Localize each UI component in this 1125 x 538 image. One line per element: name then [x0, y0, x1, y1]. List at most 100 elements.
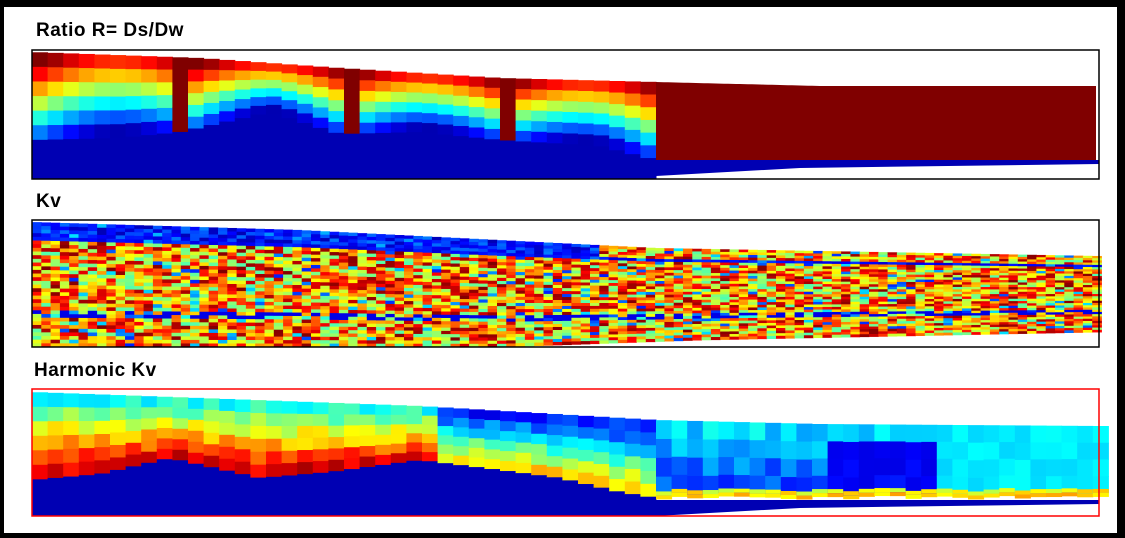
- harmonic-cell: [749, 493, 766, 498]
- ratio-cell: [453, 126, 470, 137]
- kv-cell: [87, 336, 98, 341]
- kv-cell: [803, 309, 814, 313]
- kv-cell: [720, 299, 730, 303]
- kv-cell: [841, 266, 851, 270]
- harmonic-cell: [983, 493, 1000, 498]
- harmonic-cell: [656, 439, 673, 459]
- kv-cell: [292, 278, 303, 282]
- kv-cell: [487, 249, 498, 253]
- kv-cell: [562, 300, 572, 304]
- kv-cell: [292, 343, 303, 348]
- kv-cell: [590, 334, 600, 339]
- kv-cell: [125, 268, 135, 272]
- kv-cell: [227, 329, 237, 334]
- kv-cell: [962, 277, 972, 281]
- kv-cell: [729, 326, 740, 330]
- harmonic-cell: [999, 425, 1016, 443]
- kv-cell: [989, 284, 1000, 288]
- harmonic-cell: [375, 454, 392, 466]
- kv-cell: [199, 343, 210, 348]
- kv-cell: [1045, 296, 1056, 300]
- harmonic-cell: [203, 398, 220, 411]
- kv-cell: [617, 305, 628, 310]
- kv-cell: [831, 291, 842, 295]
- kv-cell: [748, 249, 758, 253]
- kv-cell: [664, 338, 675, 342]
- harmonic-cell: [312, 449, 329, 462]
- kv-cell: [552, 273, 563, 277]
- kv-cell: [431, 256, 442, 260]
- kv-cell: [469, 238, 479, 243]
- kv-cell: [1073, 327, 1084, 331]
- kv-cell: [822, 266, 833, 270]
- kv-cell: [971, 305, 981, 309]
- kv-cell: [78, 296, 89, 301]
- ratio-cell: [110, 55, 127, 70]
- kv-cell: [627, 283, 637, 287]
- kv-cell: [608, 331, 619, 335]
- ratio-cell: [110, 124, 127, 139]
- kv-cell: [562, 311, 572, 316]
- kv-cell: [952, 286, 963, 290]
- kv-cell: [1008, 277, 1019, 281]
- kv-cell: [515, 265, 526, 270]
- kv-cell: [766, 263, 777, 267]
- kv-cell: [1017, 284, 1028, 288]
- kv-cell: [357, 236, 368, 241]
- kv-cell: [813, 309, 823, 313]
- harmonic-cell: [281, 450, 298, 464]
- kv-cell: [980, 253, 991, 257]
- kv-cell: [404, 324, 414, 328]
- kv-cell: [218, 231, 228, 236]
- kv-cell: [404, 304, 414, 309]
- kv-cell: [329, 265, 340, 270]
- kv-cell: [794, 332, 805, 336]
- kv-cell: [627, 314, 637, 318]
- kv-cell: [887, 257, 898, 261]
- kv-cell: [887, 316, 898, 320]
- kv-cell: [813, 268, 823, 272]
- kv-cell: [701, 318, 712, 322]
- kv-cell: [283, 274, 293, 279]
- kv-cell: [1055, 325, 1065, 329]
- kv-cell: [348, 330, 358, 334]
- kv-cell: [850, 261, 861, 265]
- kv-cell: [683, 291, 693, 295]
- kv-cell: [906, 277, 916, 280]
- kv-cell: [292, 250, 303, 255]
- kv-cell: [450, 257, 461, 261]
- ratio-cell: [219, 59, 236, 71]
- kv-cell: [738, 333, 749, 337]
- kv-cell: [869, 289, 879, 293]
- ratio-cell: [94, 96, 111, 112]
- harmonic-cell: [437, 416, 454, 427]
- kv-cell: [97, 271, 107, 276]
- kv-cell: [459, 247, 470, 252]
- kv-cell: [617, 249, 628, 253]
- kv-cell: [1017, 294, 1028, 297]
- kv-cell: [497, 296, 507, 301]
- kv-cell: [1082, 314, 1093, 317]
- kv-cell: [497, 337, 507, 342]
- harmonic-cell: [500, 441, 517, 452]
- kv-cell: [283, 253, 293, 258]
- harmonic-cell: [78, 407, 95, 422]
- kv-cell: [283, 309, 293, 313]
- harmonic-cell: [812, 458, 829, 477]
- kv-cell: [952, 289, 963, 293]
- kv-cell: [664, 250, 675, 255]
- kv-cell: [1092, 264, 1102, 268]
- kv-cell: [915, 299, 926, 302]
- kv-cell: [590, 282, 600, 286]
- kv-cell: [720, 286, 730, 290]
- kv-cell: [404, 274, 414, 279]
- kv-cell: [431, 288, 442, 293]
- kv-cell: [580, 297, 591, 301]
- harmonic-cell: [718, 457, 735, 476]
- kv-cell: [924, 255, 935, 259]
- kv-cell: [404, 320, 414, 325]
- kv-cell: [283, 260, 293, 265]
- kv-cell: [366, 263, 377, 268]
- kv-cell: [878, 254, 888, 258]
- kv-cell: [413, 343, 423, 348]
